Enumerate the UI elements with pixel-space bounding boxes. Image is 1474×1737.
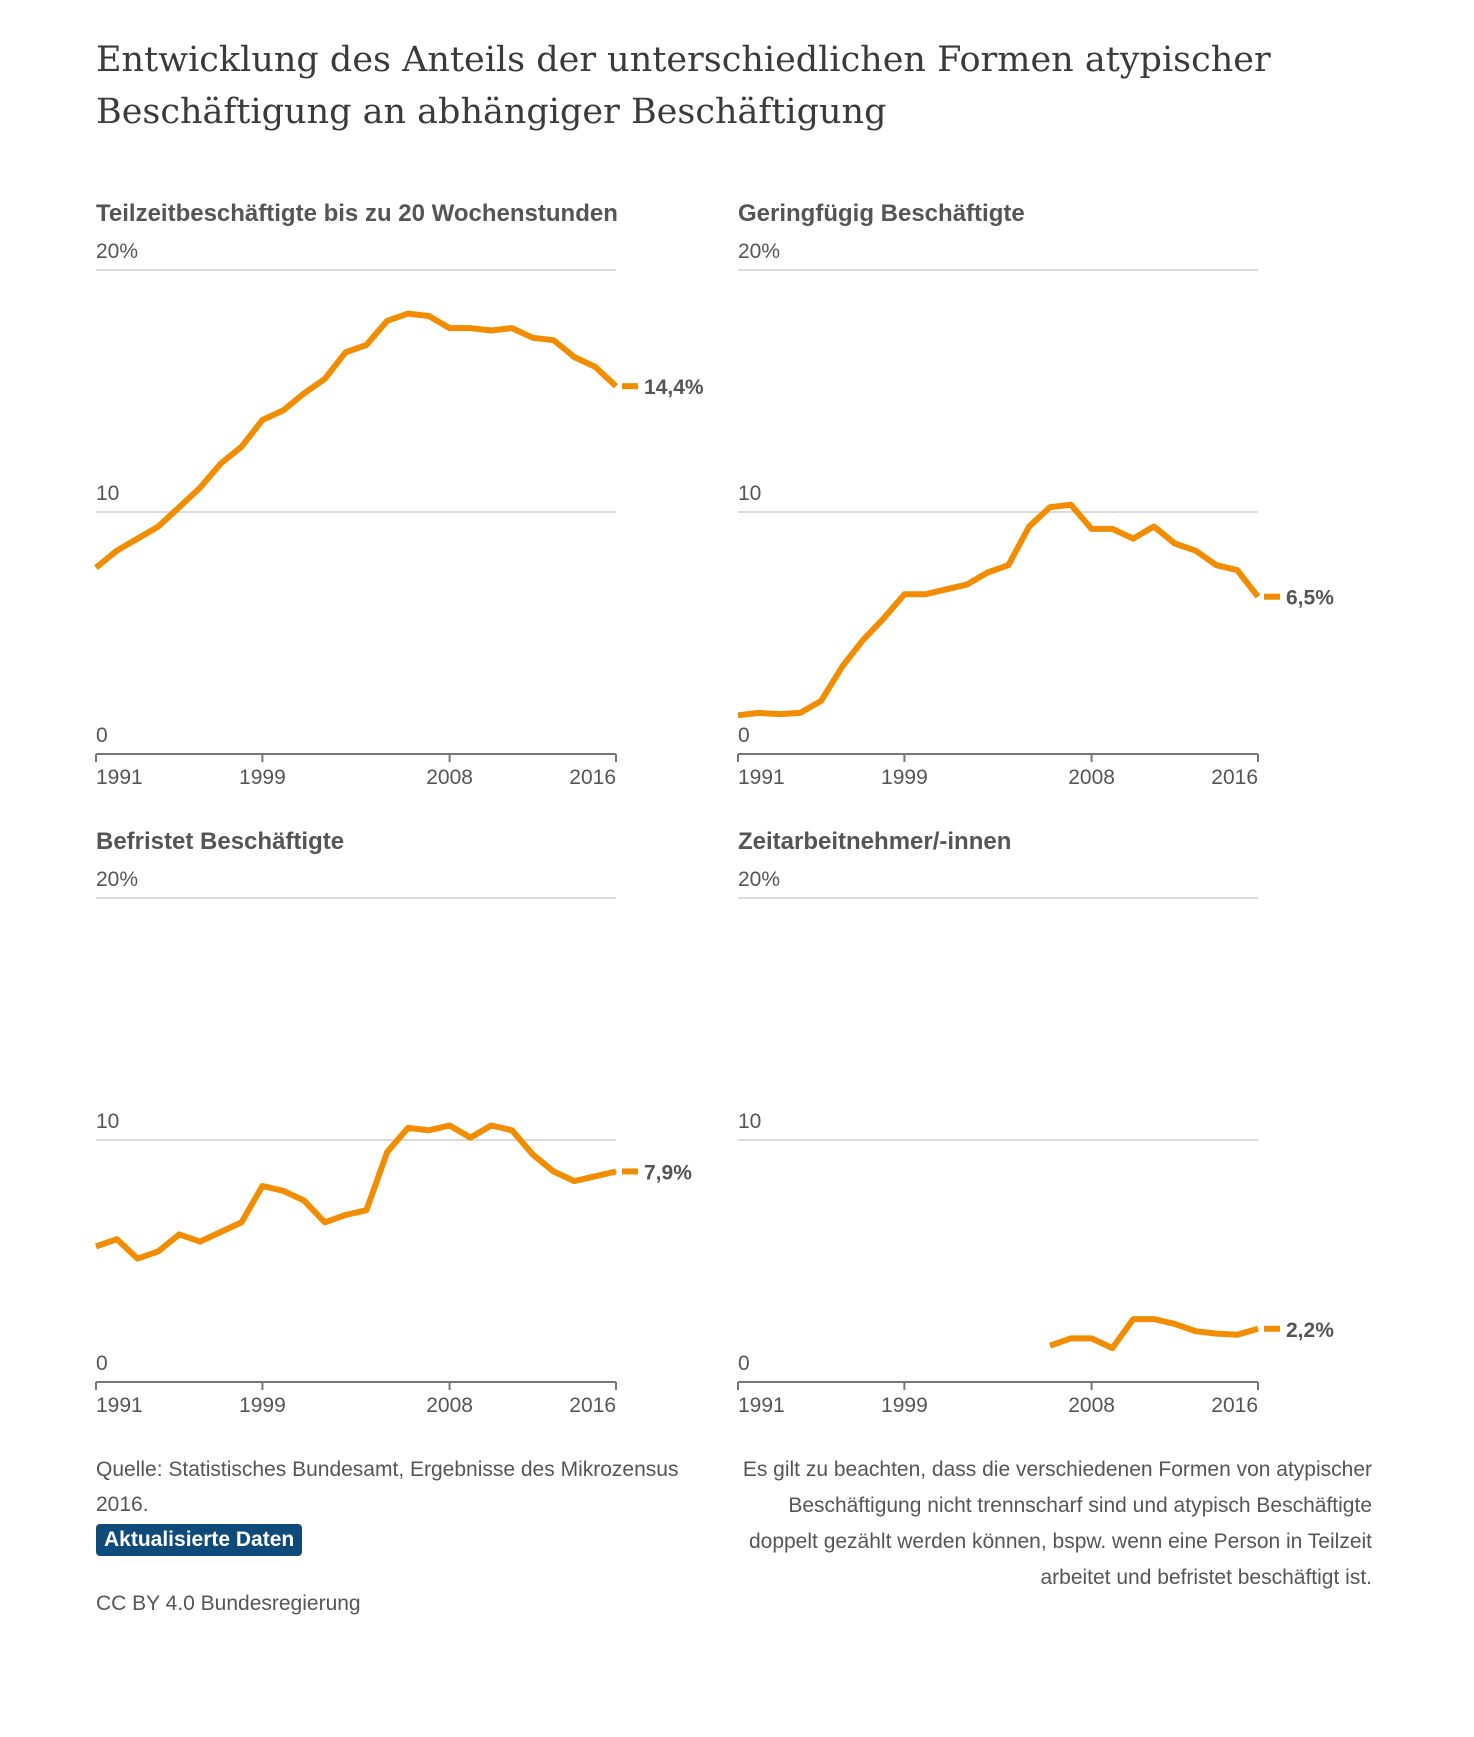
chart-title: Geringfügig Beschäftigte <box>738 200 1025 227</box>
end-value-label: 7,9% <box>644 1161 692 1184</box>
page-title: Entwicklung des Anteils der unterschiedl… <box>96 40 1271 132</box>
chart-title: Teilzeitbeschäftigte bis zu 20 Wochenstu… <box>96 200 618 227</box>
y-tick-label: 10 <box>96 1110 119 1133</box>
x-tick-label: 1999 <box>239 1394 286 1417</box>
y-tick-label: 20% <box>96 868 138 891</box>
chart-svg: 20% 10 0 1991 1999 2008 2016 6,5% <box>737 240 1334 789</box>
x-tick-label: 2016 <box>569 1394 616 1417</box>
x-tick-label: 2008 <box>1068 1394 1115 1417</box>
chart-title: Befristet Beschäftigte <box>96 828 345 855</box>
x-tick-label: 1991 <box>738 1394 785 1417</box>
x-tick-label: 2008 <box>426 766 473 789</box>
x-tick-label: 1999 <box>881 1394 928 1417</box>
end-value-label: 14,4% <box>644 376 704 399</box>
x-tick-label: 2016 <box>1211 766 1258 789</box>
y-tick-label: 0 <box>738 724 750 747</box>
chart-panel-teilzeit: Teilzeitbeschäftigte bis zu 20 Wochenstu… <box>94 200 856 800</box>
license-text: CC BY 4.0 Bundesregierung <box>96 1592 361 1615</box>
x-tick-label: 2008 <box>1068 766 1115 789</box>
x-tick-label: 1999 <box>881 766 928 789</box>
x-tick-label: 1999 <box>239 766 286 789</box>
end-value-label: 6,5% <box>1286 587 1334 610</box>
footnote: Es gilt zu beachten, dass die verschiede… <box>742 1458 1372 1589</box>
x-tick-label: 1991 <box>738 766 785 789</box>
x-tick-label: 2008 <box>426 1394 473 1417</box>
x-tick-label: 1991 <box>96 766 143 789</box>
x-tick-label: 1991 <box>96 1394 143 1417</box>
y-tick-label: 20% <box>738 240 780 263</box>
y-tick-label: 20% <box>738 868 780 891</box>
y-tick-label: 10 <box>96 482 119 505</box>
y-tick-label: 0 <box>738 1352 750 1375</box>
chart-svg: 20% 10 0 1991 1999 2008 2016 7,9% <box>95 868 692 1417</box>
y-tick-label: 10 <box>738 1110 761 1133</box>
chart-panel-zeitarbeit: Zeitarbeitnehmer/-innen 20% 10 0 1991 1999 20… <box>737 828 1474 1428</box>
chart-panel-geringfuegig: Geringfügig Beschäftigte 20% 10 0 1991 1999 2… <box>737 200 1474 800</box>
x-tick-label: 2016 <box>1211 1394 1258 1417</box>
y-tick-label: 20% <box>96 240 138 263</box>
end-value-label: 2,2% <box>1286 1319 1334 1342</box>
updated-data-button[interactable]: Aktualisierte Daten <box>96 1524 303 1556</box>
series-line <box>94 310 619 571</box>
series-line <box>95 1122 617 1262</box>
x-tick-label: 2016 <box>569 766 616 789</box>
chart-svg: 20% 10 0 1991 1999 2008 2016 2,2% <box>737 868 1334 1417</box>
y-tick-label: 0 <box>96 1352 108 1375</box>
chart-title: Zeitarbeitnehmer/-innen <box>738 828 1012 855</box>
y-tick-label: 10 <box>738 482 761 505</box>
series-line <box>1049 1316 1259 1352</box>
y-tick-label: 0 <box>96 724 108 747</box>
chart-panel-befristet: Befristet Beschäftigte 20% 10 0 1991 1999 200… <box>95 828 856 1428</box>
source-note: Quelle: Statistisches Bundesamt, Ergebni… <box>96 1458 679 1516</box>
chart-svg: 20% 10 0 1991 1999 2008 2016 14,4% <box>94 240 704 789</box>
series-line <box>737 501 1261 719</box>
